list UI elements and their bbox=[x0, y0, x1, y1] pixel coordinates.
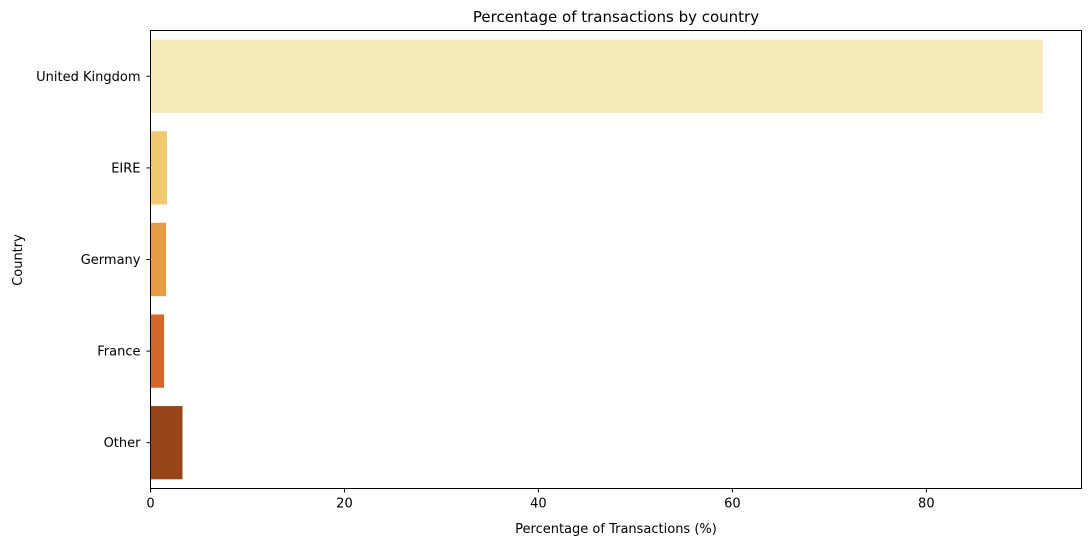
x-tick-label: 60 bbox=[724, 497, 741, 512]
bar-eire bbox=[150, 131, 167, 205]
bar-france bbox=[150, 314, 165, 388]
y-tick-label: France bbox=[97, 345, 140, 360]
bar-germany bbox=[150, 222, 167, 297]
x-tick-label: 20 bbox=[336, 497, 353, 512]
x-axis-label: Percentage of Transactions (%) bbox=[515, 522, 717, 537]
x-tick-label: 0 bbox=[146, 497, 154, 512]
y-axis-label: Country bbox=[11, 234, 26, 286]
chart-title: Percentage of transactions by country bbox=[473, 8, 759, 26]
y-tick-label: EIRE bbox=[111, 161, 140, 176]
bar-other bbox=[150, 406, 183, 480]
y-tick-label: Other bbox=[104, 436, 142, 451]
bars-layer bbox=[150, 39, 1043, 480]
y-tick-label: Germany bbox=[81, 253, 141, 268]
x-tick-label: 80 bbox=[918, 497, 935, 512]
y-tick-label: United Kingdom bbox=[36, 70, 140, 85]
bar-united-kingdom bbox=[150, 39, 1043, 113]
ticks-layer: United Kingdom EIRE Germany France Other 0 20 4… bbox=[36, 70, 934, 512]
x-tick-label: 40 bbox=[530, 497, 547, 512]
plot-frame bbox=[150, 30, 1082, 489]
